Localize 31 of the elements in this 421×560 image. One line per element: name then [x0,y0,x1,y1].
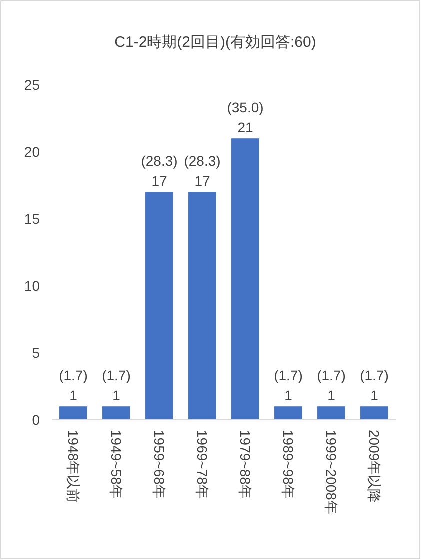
bar [102,406,130,420]
x-tick-label: 1989~98年 [280,430,296,499]
y-tick-label: 0 [32,412,40,428]
bar [360,406,388,420]
x-tick-label: 1948年以前 [66,430,82,504]
x-tick-label: 1979~88年 [238,430,254,499]
data-label: (1.7) 1 [317,368,346,404]
x-tick-label: 2009年以降 [366,430,382,504]
data-label: (35.0) 21 [227,100,264,136]
bar [318,406,346,420]
chart-title: C1-2時期(2回目)(有効回答:60) [114,34,316,51]
x-tick-label: 1999~2008年 [324,430,340,514]
y-tick-label: 10 [24,278,40,294]
data-label: (28.3) 17 [141,153,178,190]
y-tick-label: 15 [24,211,40,227]
y-tick-label: 5 [32,345,40,361]
data-label: (1.7) 1 [102,368,131,404]
bar [232,138,260,420]
y-tick-label: 20 [24,144,40,160]
bar [146,192,174,420]
bar [60,406,88,420]
bar [274,406,302,420]
x-tick-label: 1959~68年 [152,430,168,499]
data-label: (28.3) 17 [184,153,221,190]
data-label: (1.7) 1 [59,368,88,404]
x-tick-label: 1969~78年 [194,430,210,499]
x-tick-label: 1949~58年 [108,430,124,499]
y-tick-label: 25 [24,77,40,93]
data-label: (1.7) 1 [360,368,389,404]
bar [188,192,216,420]
data-label: (1.7) 1 [274,368,303,404]
